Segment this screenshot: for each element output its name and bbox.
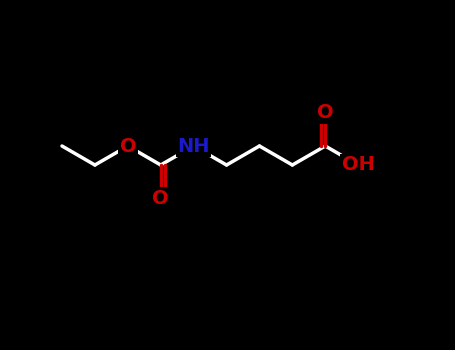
- Text: O: O: [120, 136, 136, 155]
- Text: OH: OH: [342, 155, 374, 175]
- Text: O: O: [152, 189, 169, 208]
- Text: NH: NH: [177, 136, 210, 155]
- Text: O: O: [317, 103, 334, 122]
